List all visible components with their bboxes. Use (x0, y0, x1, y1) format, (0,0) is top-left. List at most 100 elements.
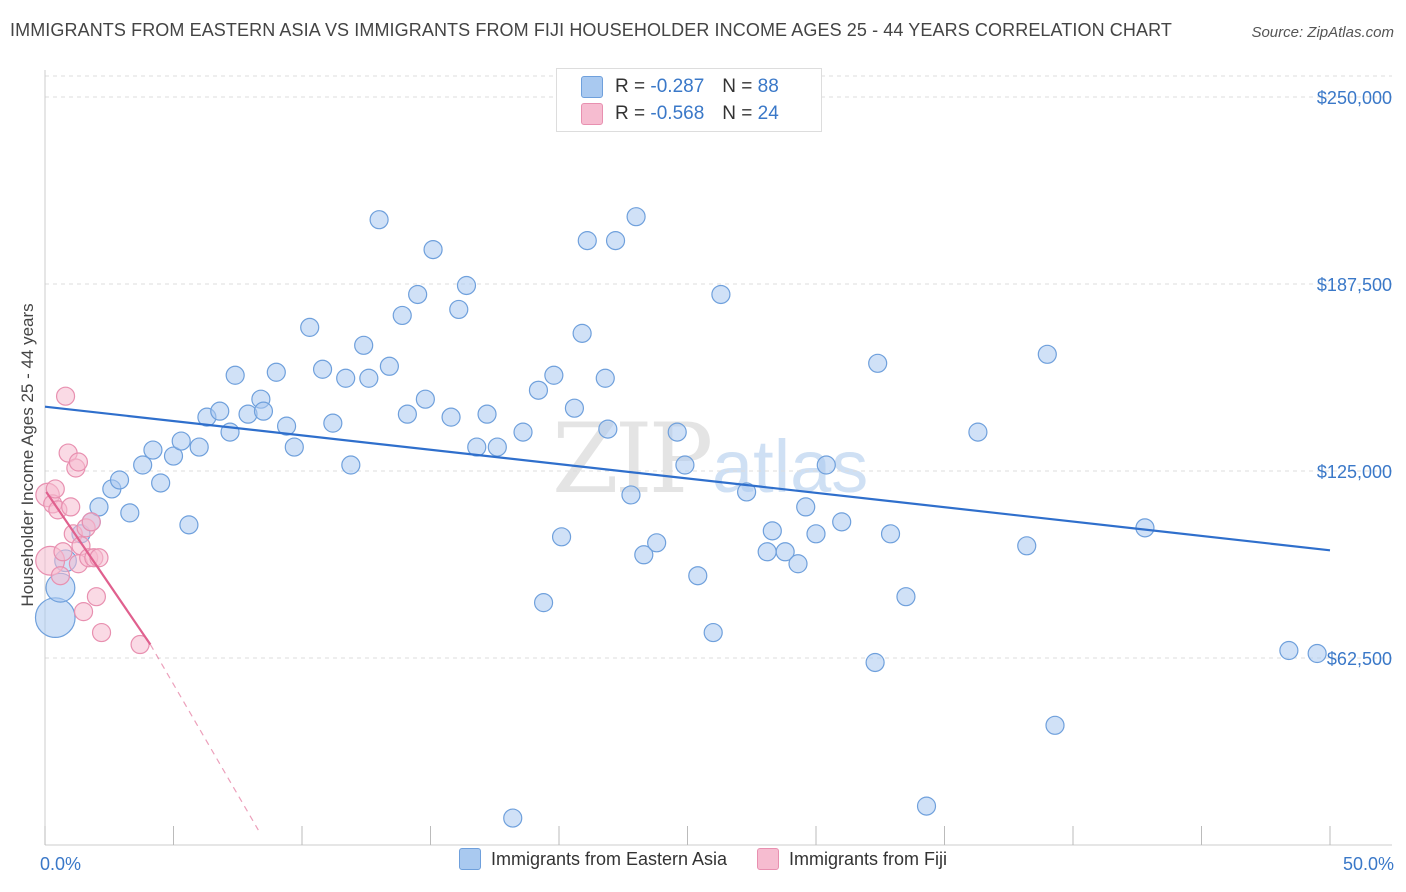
eastern-asia-point (487, 437, 507, 457)
n-label: N = (722, 76, 753, 97)
x-tick-label: 50.0% (1343, 854, 1394, 874)
eastern-asia-point (133, 455, 153, 475)
n-label: N = (722, 103, 753, 124)
eastern-asia-point (703, 622, 723, 643)
eastern-asia-point (647, 533, 667, 553)
eastern-asia-point (312, 359, 333, 379)
eastern-asia-point (323, 413, 343, 433)
fiji-point (50, 566, 71, 586)
eastern-asia-point (171, 431, 191, 451)
eastern-asia-point (598, 419, 618, 439)
eastern-asia-point (762, 521, 782, 541)
eastern-asia-point (572, 323, 592, 343)
legend-row-fiji: R = -0.568 N = 24 (581, 101, 779, 127)
eastern-asia-point (757, 542, 777, 562)
legend-item-fiji[interactable]: Immigrants from Fiji (757, 848, 947, 870)
eastern-asia-point (408, 284, 428, 305)
eastern-asia-point (379, 356, 399, 376)
fiji-point (55, 386, 76, 406)
source-credit: Source: ZipAtlas.com (1251, 24, 1394, 41)
eastern-asia-point (775, 542, 795, 562)
eastern-asia-point (151, 473, 171, 493)
eastern-asia-point (89, 497, 109, 517)
eastern-asia-point (34, 597, 76, 639)
eastern-asia-point (163, 446, 184, 466)
eastern-asia-point (120, 503, 140, 523)
eastern-asia-point (423, 239, 443, 260)
eastern-asia-point (688, 566, 708, 586)
eastern-asia-point (253, 401, 274, 421)
y-tick-label: $187,500 (1317, 275, 1392, 295)
eastern-asia-point (1307, 643, 1327, 664)
eastern-asia-point (533, 593, 554, 613)
eastern-asia-point (788, 554, 808, 574)
eastern-asia-point (634, 545, 654, 565)
eastern-asia-point (354, 335, 374, 355)
x-tick-label: 0.0% (40, 854, 81, 874)
r-value-fiji: -0.568 (650, 103, 705, 124)
eastern-asia-point (477, 404, 497, 424)
eastern-asia-point (397, 404, 417, 424)
fiji-trendline-extension (149, 644, 259, 831)
eastern-asia-point (868, 353, 888, 373)
legend-label-eastern-asia: Immigrants from Eastern Asia (490, 848, 728, 869)
eastern-asia-point (916, 796, 937, 816)
fiji-trendline (45, 491, 152, 646)
series-legend: Immigrants from Eastern Asia Immigrants … (0, 848, 1406, 870)
correlation-legend: R = -0.287 N = 88 R = -0.568 N = 24 (556, 68, 822, 132)
n-value-fiji: 24 (757, 103, 779, 124)
eastern-asia-point (1037, 344, 1057, 364)
eastern-asia-point (796, 497, 816, 517)
eastern-asia-point (595, 368, 615, 388)
eastern-asia-point (456, 275, 477, 296)
eastern-asia-point (816, 455, 836, 475)
eastern-asia-point (675, 455, 695, 475)
fiji-legend-swatch (757, 848, 780, 870)
eastern-asia-point (341, 455, 361, 475)
fiji-point (61, 497, 81, 517)
r-label: R = (615, 103, 646, 124)
chart-title: IMMIGRANTS FROM EASTERN ASIA VS IMMIGRAN… (10, 20, 1172, 40)
y-axis-label: Householder Income Ages 25 - 44 years (18, 303, 37, 607)
eastern-asia-point (544, 365, 564, 385)
y-tick-label: $62,500 (1327, 649, 1392, 669)
eastern-asia-point (300, 317, 320, 337)
eastern-asia-point (711, 284, 731, 305)
fiji-point (91, 622, 112, 643)
eastern-asia-point (336, 368, 356, 388)
eastern-asia-point (528, 380, 549, 400)
y-tick-label: $125,000 (1317, 462, 1392, 482)
eastern-asia-point (896, 587, 916, 607)
eastern-asia-point (968, 422, 988, 442)
legend-label-fiji: Immigrants from Fiji (789, 848, 948, 869)
fiji-swatch (581, 103, 603, 125)
eastern-asia-point (143, 440, 163, 460)
legend-item-eastern-asia[interactable]: Immigrants from Eastern Asia (458, 848, 728, 870)
eastern-asia-swatch (581, 76, 603, 98)
eastern-asia-point (1017, 536, 1037, 556)
eastern-asia-point (1045, 715, 1065, 735)
eastern-asia-point (806, 524, 826, 544)
y-tick-label: $250,000 (1317, 88, 1392, 108)
fiji-point (53, 542, 73, 562)
eastern-asia-point (667, 422, 687, 442)
eastern-asia-point (189, 437, 209, 457)
eastern-asia-legend-swatch (458, 848, 481, 870)
fiji-point (81, 512, 101, 532)
eastern-asia-point (467, 437, 487, 457)
eastern-asia-point (369, 210, 389, 230)
eastern-asia-point (179, 515, 199, 535)
eastern-asia-point (551, 527, 572, 547)
eastern-asia-point (359, 368, 379, 388)
eastern-asia-point (605, 231, 626, 251)
fiji-point (86, 587, 107, 607)
eastern-asia-point (513, 422, 533, 442)
eastern-asia-point (865, 652, 885, 673)
eastern-asia-point (880, 524, 901, 544)
eastern-asia-point (225, 365, 245, 385)
n-value-eastern-asia: 88 (757, 76, 779, 97)
eastern-asia-trendline (44, 405, 1331, 552)
eastern-asia-point (626, 207, 646, 227)
